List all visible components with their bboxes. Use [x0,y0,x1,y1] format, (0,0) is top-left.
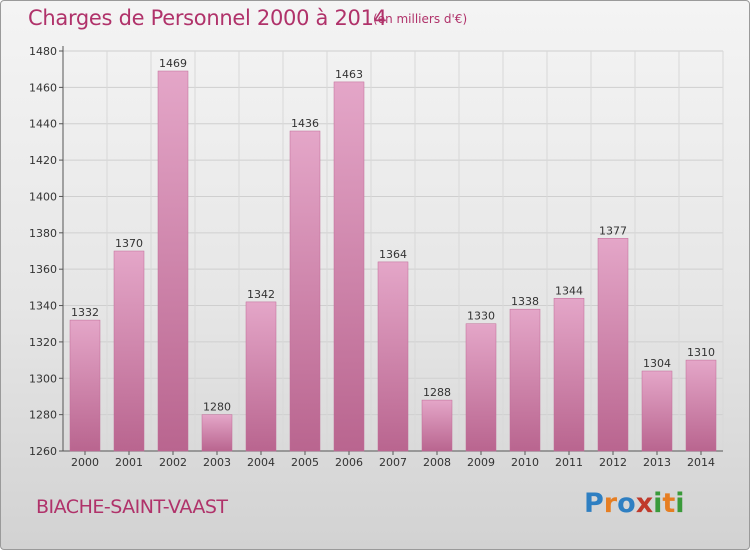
data-label: 1370 [115,237,143,250]
y-tick-label: 1340 [29,300,57,313]
logo-letter: o [617,488,636,519]
x-tick-label: 2012 [599,456,627,469]
data-label: 1330 [467,310,495,323]
y-tick-label: 1280 [29,409,57,422]
x-tick-label: 2003 [203,456,231,469]
logo-letter: i [653,488,663,519]
data-label: 1332 [71,306,99,319]
bar [597,238,629,452]
chart-subtitle: (en milliers d'€) [373,12,468,26]
x-tick-label: 2004 [247,456,275,469]
chart-title: Charges de Personnel 2000 à 2014 [28,6,387,30]
data-label: 1304 [643,357,671,370]
commune-name: BIACHE-SAINT-VAAST [36,496,228,518]
logo-letter: x [635,488,654,519]
y-tick-label: 1440 [29,118,57,131]
data-label: 1463 [335,68,363,81]
x-tick-label: 2014 [687,456,715,469]
data-label: 1338 [511,295,539,308]
y-tick-label: 1480 [29,45,57,58]
bar [509,308,541,452]
bar [333,81,365,452]
y-tick-label: 1380 [29,227,57,240]
y-tick-label: 1320 [29,336,57,349]
bar [641,370,673,452]
bar [685,359,717,452]
y-tick-label: 1300 [29,372,57,385]
x-tick-label: 2007 [379,456,407,469]
data-label: 1310 [687,346,715,359]
x-tick-label: 2013 [643,456,671,469]
labels: 1332 2000 1370 2001 1469 2002 1280 2003 1342 2004… [71,57,715,469]
bar [465,323,497,452]
y-tick-label: 1420 [29,154,57,167]
y-tick-label: 1400 [29,190,57,203]
data-label: 1288 [423,386,451,399]
x-tick-label: 2011 [555,456,583,469]
bars [69,70,717,452]
logo-letter: r [603,488,618,519]
bar [245,301,277,452]
proxiti-logo[interactable]: Proxiti [584,488,685,519]
bar [201,414,233,452]
data-label: 1364 [379,248,407,261]
x-tick-label: 2010 [511,456,539,469]
x-tick-label: 2006 [335,456,363,469]
bar [113,250,145,452]
data-label: 1469 [159,57,187,70]
data-label: 1342 [247,288,275,301]
data-label: 1436 [291,117,319,130]
logo-letter: P [584,488,604,519]
x-tick-label: 2005 [291,456,319,469]
y-tick-label: 1460 [29,81,57,94]
data-label: 1280 [203,401,231,414]
x-tick-label: 2001 [115,456,143,469]
bar [69,319,101,452]
y-tick-label: 1260 [29,445,57,458]
bar [157,70,189,452]
bar [421,399,453,452]
x-tick-label: 2009 [467,456,495,469]
data-label: 1344 [555,284,583,297]
x-tick-label: 2008 [423,456,451,469]
y-tick-label: 1360 [29,263,57,276]
bar [377,261,409,452]
logo-letter: t [662,488,676,519]
x-tick-label: 2000 [71,456,99,469]
x-tick-label: 2002 [159,456,187,469]
data-label: 1377 [599,224,627,237]
bar [289,130,321,452]
logo-letter: i [675,488,685,519]
bar [553,298,585,452]
